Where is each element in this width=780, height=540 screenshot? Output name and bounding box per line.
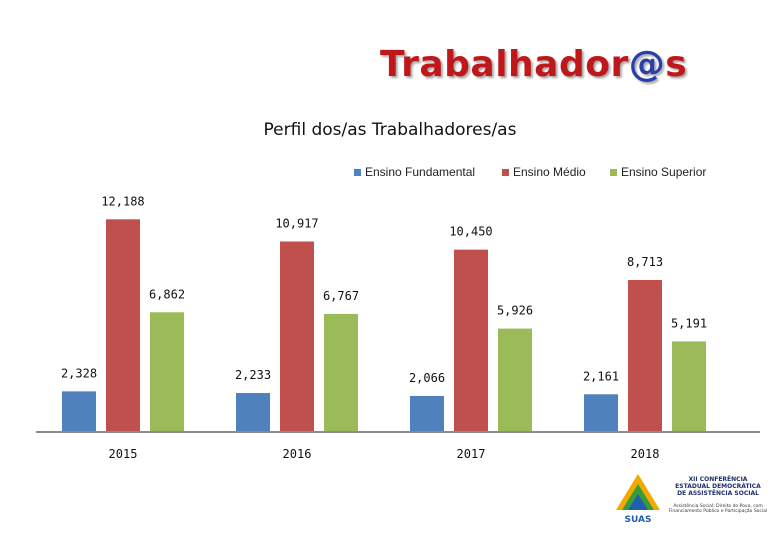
- data-label: 2,066: [409, 371, 445, 385]
- conference-logo: SUAS XII CONFERÊNCIA ESTADUAL DEMOCRÁTIC…: [608, 470, 768, 526]
- data-label: 2,161: [583, 369, 619, 383]
- bar-ensino-fundamental-2015: [62, 391, 96, 432]
- legend-label-medio: Ensino Médio: [513, 165, 586, 179]
- logo-title: XII CONFERÊNCIA ESTADUAL DEMOCRÁTICA DE …: [668, 476, 768, 497]
- bar-ensino-fundamental-2017: [410, 395, 444, 432]
- x-tick-label: 2016: [283, 447, 312, 461]
- brand-title-word: Trabalhador: [380, 44, 629, 85]
- bar-ensino-superior-2017: [498, 328, 532, 432]
- data-label: 8,713: [627, 255, 663, 269]
- brand-title-suffix: s: [665, 44, 688, 85]
- bar-ensino-médio-2015: [106, 219, 140, 432]
- legend-item-fundamental: Ensino Fundamental: [354, 165, 475, 179]
- legend-item-medio: Ensino Médio: [502, 165, 586, 179]
- bar-ensino-fundamental-2018: [584, 394, 618, 432]
- legend-label-superior: Ensino Superior: [621, 165, 707, 179]
- x-tick-label: 2017: [457, 447, 486, 461]
- data-label: 6,862: [149, 287, 185, 301]
- bar-ensino-superior-2016: [324, 313, 358, 432]
- bar-ensino-médio-2017: [454, 249, 488, 432]
- legend-label-fundamental: Ensino Fundamental: [365, 165, 476, 179]
- suas-badge-text: SUAS: [625, 515, 652, 525]
- logo-line-1: XII CONFERÊNCIA: [688, 476, 748, 483]
- logo-line-2: ESTADUAL DEMOCRÁTICA: [675, 483, 761, 490]
- bar-ensino-médio-2018: [628, 279, 662, 432]
- brand-title-at: @: [628, 44, 666, 85]
- data-label: 5,926: [497, 304, 533, 318]
- bar-ensino-superior-2018: [672, 341, 706, 432]
- logo-subtitle: Assistência Social: Direito do Povo, com…: [668, 504, 768, 514]
- suas-emblem-icon: SUAS: [616, 474, 660, 525]
- bar-ensino-superior-2015: [150, 312, 184, 432]
- legend-item-superior: Ensino Superior: [610, 165, 706, 179]
- data-label: 10,917: [275, 216, 318, 230]
- legend-swatch-superior: [610, 168, 617, 176]
- data-label: 10,450: [449, 225, 492, 239]
- brand-title: Trabalhador@s: [380, 44, 687, 85]
- chart-title: Perfil dos/as Trabalhadores/as: [263, 120, 517, 140]
- data-label: 2,233: [235, 368, 271, 382]
- legend-swatch-medio: [502, 168, 509, 176]
- logo-line-3: DE ASSISTÊNCIA SOCIAL: [677, 490, 759, 497]
- data-label: 5,191: [671, 316, 707, 330]
- x-tick-label: 2018: [631, 447, 660, 461]
- data-label: 12,188: [101, 194, 144, 208]
- data-label: 6,767: [323, 289, 359, 303]
- bar-ensino-médio-2016: [280, 241, 314, 432]
- bar-ensino-fundamental-2016: [236, 393, 270, 432]
- data-label: 2,328: [61, 366, 97, 380]
- x-tick-label: 2015: [109, 447, 138, 461]
- legend-swatch-fundamental: [354, 168, 361, 176]
